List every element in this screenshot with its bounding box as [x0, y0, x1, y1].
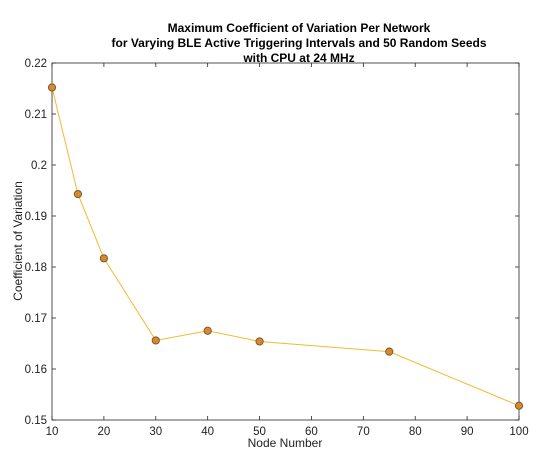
- x-axis-label: Node Number: [248, 436, 323, 450]
- x-tick-label: 100: [509, 426, 528, 438]
- data-point: [151, 336, 160, 345]
- x-tick-label: 60: [305, 426, 318, 438]
- data-point: [203, 326, 212, 335]
- y-tick-label: 0.21: [25, 109, 47, 121]
- x-axis: 10 20 30 40 50 60 70 80 90 100: [46, 63, 529, 438]
- x-tick-label: 50: [253, 426, 266, 438]
- chart-title-line-1: Maximum Coefficient of Variation Per Net…: [168, 21, 431, 35]
- y-axis-label: Coefficient of Variation: [11, 181, 25, 301]
- data-point: [514, 401, 524, 410]
- x-tick-label: 90: [461, 426, 474, 438]
- x-tick-label: 80: [409, 426, 422, 438]
- y-tick-label: 0.19: [25, 211, 47, 223]
- y-axis: 0.15 0.16 0.17 0.18 0.19 0.2 0.21 0.22: [25, 58, 519, 427]
- chart-title: Maximum Coefficient of Variation Per Net…: [112, 21, 487, 65]
- y-tick-label: 0.17: [25, 313, 47, 325]
- data-point: [99, 254, 108, 263]
- x-tick-label: 40: [201, 426, 214, 438]
- x-tick-label: 20: [97, 426, 110, 438]
- y-tick-label: 0.22: [25, 58, 47, 70]
- x-tick-label: 70: [357, 426, 370, 438]
- data-point: [47, 83, 57, 92]
- y-tick-label: 0.15: [25, 415, 47, 427]
- data-point: [255, 337, 264, 346]
- plot-area: [51, 62, 520, 421]
- y-tick-label: 0.2: [31, 160, 47, 172]
- series-line: [51, 87, 520, 407]
- chart-title-line-2: for Varying BLE Active Triggering Interv…: [112, 36, 487, 50]
- data-point: [385, 347, 394, 356]
- x-tick-label: 30: [149, 426, 162, 438]
- data-series: [47, 83, 524, 410]
- y-tick-label: 0.16: [25, 364, 47, 376]
- y-tick-label: 0.18: [25, 262, 47, 274]
- data-point: [73, 189, 83, 199]
- x-tick-label: 10: [46, 426, 59, 438]
- chart-title-line-3: with CPU at 24 MHz: [242, 51, 354, 65]
